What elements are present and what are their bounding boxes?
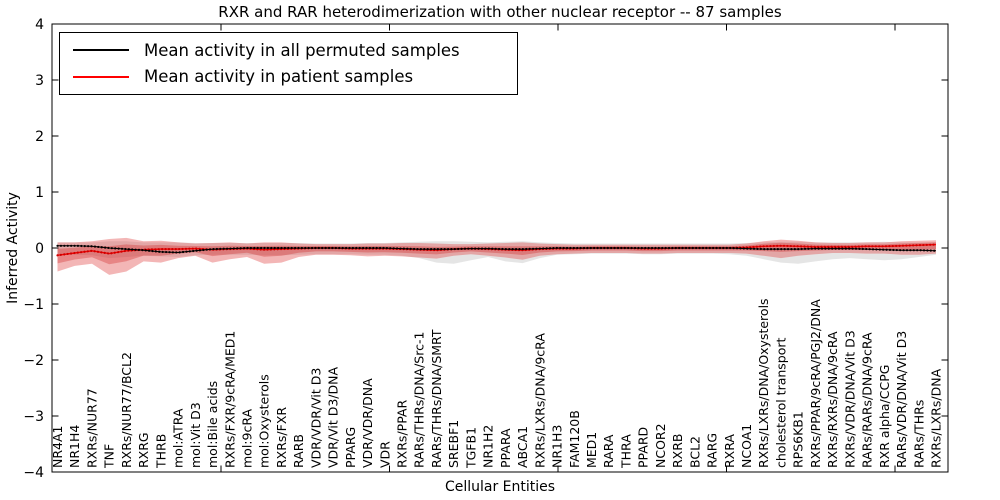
x-tick-label: VDR/VDR/DNA [360,378,375,468]
x-tick-label: RXRs/NUR77 [85,388,100,468]
x-tick-label: PPARG [343,427,358,468]
x-tick-label: VDR/VDR/Vit D3 [308,368,323,468]
permuted-mean-markers [56,244,938,254]
x-tick-label: PPARD [636,427,651,468]
x-tick-label: RARs/THRs/DNA/SMRT [429,329,444,468]
x-tick-label: RXRs/LXRs/DNA/Oxysterols [756,298,771,468]
x-tick-label: RXRs/LXRs/DNA [929,368,944,468]
y-tick-label: 2 [35,129,44,145]
x-tick-label: THRB [153,434,168,469]
x-tick-label: RARG [705,433,720,468]
y-tick-label: −4 [23,465,44,481]
x-tick-label: mol:ATRA [171,408,186,468]
permuted-band [57,241,936,264]
x-tick-label: RARB [291,434,306,468]
x-tick-label: RARs/RARs/DNA/9cRA [860,332,875,468]
x-tick-label: RARs/THRs/DNA/Src-1 [412,332,427,468]
x-tick-label: RXRs/RXRs/DNA/9cRA [825,331,840,468]
y-tick-label: −2 [23,353,44,369]
x-tick-label: RXRG [136,432,151,468]
x-tick-label: NR1H4 [67,425,82,468]
y-tick-label: −3 [23,409,44,425]
x-tick-label: RXRB [670,433,685,468]
x-tick-label: NCOA1 [739,424,754,468]
x-tick-label: VDR [377,441,392,468]
x-tick-label: RXRs/FXR [274,407,289,468]
x-tick-label: RXRs/VDR/DNA/Vit D3 [842,330,857,468]
y-tick-label: 1 [35,185,44,201]
x-tick-label: ABCA1 [515,426,530,468]
x-tick-label: RXRs/LXRs/DNA/9cRA [532,333,547,468]
x-tick-label: TGFB1 [463,427,478,469]
x-tick-label: RXRs/PPAR/9cRA/PGJ2/DNA [808,299,823,468]
x-tick-label: cholesterol transport [774,337,789,468]
x-tick-label: SREBF1 [446,420,461,468]
x-tick-label: mol:Bile acids [205,381,220,468]
x-tick-label: NR1H2 [481,425,496,468]
x-tick-label: mol:Oxysterols [257,374,272,468]
y-tick-label: −1 [23,297,44,313]
x-tick-label: RXRs/NUR77/BCL2 [119,352,134,468]
x-tick-label: RXRs/FXR/9cRA/MED1 [222,331,237,468]
x-tick-label: RPS6KB1 [791,411,806,468]
x-tick-label: FAM120B [567,410,582,468]
x-tick-label: RARA [601,434,616,468]
y-tick-label: 3 [35,73,44,89]
x-tick-label: VDR/Vit D3/DNA [326,367,341,468]
x-tick-label: RXR alpha/CCPG [877,365,892,468]
x-tick-label: THRA [618,434,633,469]
x-tick-label: PPARA [498,428,513,468]
x-tick-label: mol:9cRA [240,408,255,468]
x-tick-label: NCOR2 [653,423,668,468]
y-tick-label: 4 [35,17,44,33]
x-tick-label: RARs/VDR/DNA/Vit D3 [894,331,909,468]
x-tick-label: NR4A1 [50,426,65,469]
x-tick-label: RXRA [722,434,737,468]
x-tick-label: NR1H3 [550,425,565,468]
y-tick-label: 0 [35,241,44,257]
x-tick-label: RXRs/PPAR [395,400,410,468]
x-tick-label: MED1 [584,432,599,468]
x-tick-label: RARs/THRs [911,400,926,468]
x-tick-label: TNF [102,444,117,469]
x-tick-label: mol:Vit D3 [188,402,203,468]
x-tick-label: BCL2 [687,436,702,468]
